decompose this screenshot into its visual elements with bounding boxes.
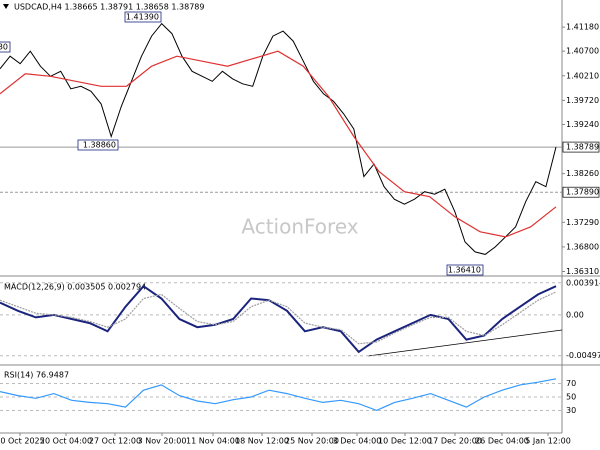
y-tick-label: -0.00497: [566, 351, 600, 360]
y-tick-label: 30: [566, 406, 576, 415]
x-tick-label: 11 Nov 04:00: [186, 437, 240, 446]
annotation-box: [124, 11, 162, 23]
y-tick-label: 1.37290: [566, 218, 599, 227]
y-tick-label: 1.38260: [566, 169, 599, 178]
y-tick-label: 1.40700: [566, 47, 599, 56]
annotation-label: 1.41390: [126, 13, 159, 22]
y-tick-label: 1.36310: [566, 267, 599, 276]
y-tick-label: 1.36800: [566, 242, 599, 251]
annotation-label: 1.38860: [83, 141, 116, 150]
series-line: [0, 284, 557, 354]
trendline: [367, 329, 563, 357]
x-tick-label: 20 Oct 04:00: [40, 437, 92, 446]
x-tick-label: 10 Dec 12:00: [378, 437, 432, 446]
indicator-title: MACD(12,26,9) 0.003505 0.002794: [4, 283, 146, 292]
watermark: ActionForex: [241, 215, 358, 239]
price-label: 1.37890: [566, 188, 599, 197]
x-tick-label: 27 Oct 12:00: [89, 437, 141, 446]
series-line: [0, 22, 557, 255]
annotation-box: [0, 41, 11, 53]
x-tick-label: 18 Nov 12:00: [235, 437, 289, 446]
x-tick-label: 25 Nov 20:00: [285, 437, 339, 446]
price-label-box: [562, 141, 600, 153]
symbol-header: USDCAD,H4 1.38665 1.38791 1.38658 1.3878…: [14, 3, 204, 12]
header-arrow: [3, 4, 9, 9]
x-tick-label: 26 Dec 04:00: [475, 437, 529, 446]
indicator-title: RSI(14) 76.9487: [4, 371, 69, 380]
y-tick-label: 70: [566, 379, 576, 388]
y-tick-label: 1.39240: [566, 120, 599, 129]
x-tick-label: 5 Jan 12:00: [525, 437, 571, 446]
y-tick-label: 50: [566, 392, 576, 401]
price-label: 1.38789: [566, 143, 599, 152]
y-tick-label: 0.00: [566, 310, 584, 319]
x-tick-label: 3 Nov 20:00: [138, 437, 187, 446]
price-label-box: [562, 186, 600, 198]
annotation-label: 30: [0, 43, 8, 52]
annotation-box: [446, 264, 484, 276]
y-tick-label: 1.41180: [566, 23, 599, 32]
x-tick-label: 17 Dec 20:00: [428, 437, 482, 446]
annotation-box: [77, 139, 119, 151]
x-tick-label: 10 Oct 2025: [0, 437, 45, 446]
y-tick-label: 1.39720: [566, 96, 599, 105]
y-tick-label: 0.003914: [566, 278, 600, 287]
y-tick-label: 1.40210: [566, 71, 599, 80]
x-tick-label: 3 Dec 04:00: [333, 437, 382, 446]
series-line: [0, 50, 557, 238]
annotation-label: 1.36410: [448, 266, 481, 275]
series-line: [0, 378, 557, 412]
series-line: [0, 291, 557, 345]
